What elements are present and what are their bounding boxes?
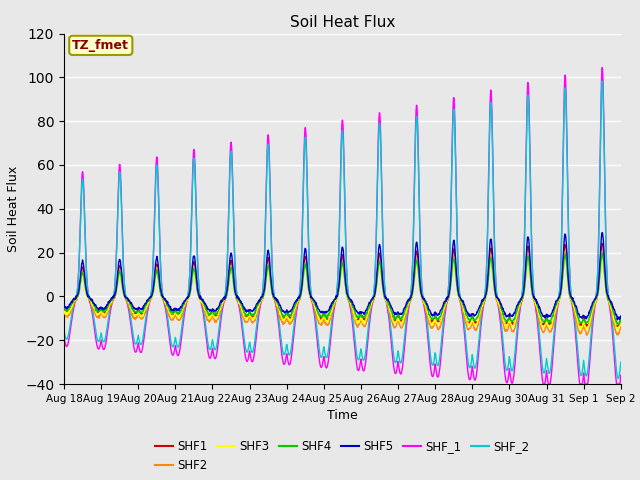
Y-axis label: Soil Heat Flux: Soil Heat Flux [6, 166, 20, 252]
Legend: SHF1, SHF2, SHF3, SHF4, SHF5, SHF_1, SHF_2: SHF1, SHF2, SHF3, SHF4, SHF5, SHF_1, SHF… [150, 435, 534, 477]
Text: TZ_fmet: TZ_fmet [72, 39, 129, 52]
X-axis label: Time: Time [327, 409, 358, 422]
Title: Soil Heat Flux: Soil Heat Flux [290, 15, 395, 30]
